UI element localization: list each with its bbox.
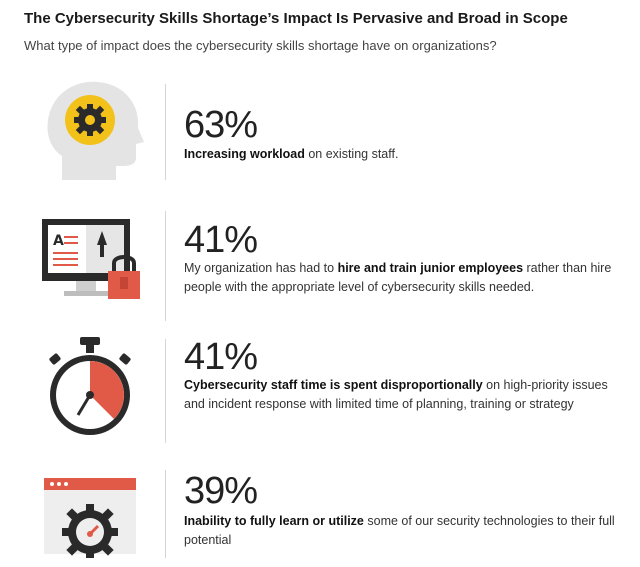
page-title: The Cybersecurity Skills Shortage’s Impa… — [24, 10, 568, 27]
stat-description: Cybersecurity staff time is spent dispro… — [184, 378, 608, 411]
divider — [165, 211, 166, 321]
stat-item: 63% Increasing workload on existing staf… — [0, 70, 640, 190]
head-gear-icon — [40, 76, 152, 184]
stat-description: Inability to fully learn or utilize some… — [184, 514, 615, 547]
page-subtitle: What type of impact does the cybersecuri… — [24, 38, 497, 53]
divider — [165, 470, 166, 558]
stat-item: 41% Cybersecurity staff time is spent di… — [0, 333, 640, 453]
stat-percent: 39% — [184, 470, 258, 512]
gear-gauge-window-icon — [40, 472, 152, 558]
stat-percent: 63% — [184, 104, 258, 146]
svg-text:A: A — [53, 233, 64, 249]
divider — [165, 339, 166, 443]
stat-item: A 41% My organization has had to hire an… — [0, 205, 640, 330]
monitor-lock-icon: A — [40, 215, 152, 305]
divider — [165, 84, 166, 180]
stat-percent: 41% — [184, 336, 258, 378]
stat-description: Increasing workload on existing staff. — [184, 147, 399, 161]
stopwatch-icon — [40, 333, 152, 443]
stat-percent: 41% — [184, 219, 258, 261]
stat-item: 39% Inability to fully learn or utilize … — [0, 462, 640, 562]
stat-description: My organization has had to hire and trai… — [184, 261, 612, 294]
